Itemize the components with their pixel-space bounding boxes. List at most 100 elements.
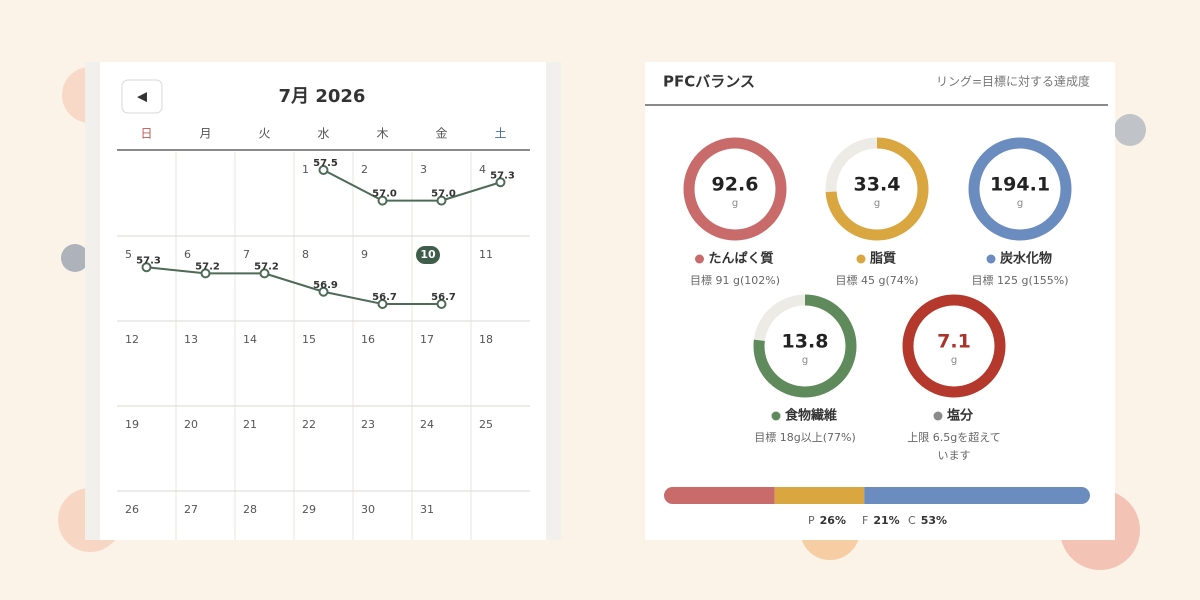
legend-dot — [771, 411, 781, 421]
ring-unit: g — [1017, 198, 1023, 209]
ring-target-text: 目標 45 g(74%) — [835, 274, 919, 287]
prev-button-label[interactable]: ◀ — [137, 90, 147, 105]
weight-point — [318, 165, 329, 175]
day-number: 3 — [420, 163, 427, 176]
ring-target-text: 目標 125 g(155%) — [971, 274, 1069, 287]
balance-key: C — [908, 514, 916, 527]
ring-arc — [825, 137, 929, 241]
weekday-label: 木 — [376, 127, 388, 141]
legend-dot — [933, 411, 943, 421]
day-number: 16 — [361, 333, 375, 346]
ring-value: 13.8 — [782, 331, 829, 353]
ring-value: 194.1 — [990, 174, 1050, 196]
day-number: 30 — [361, 503, 375, 516]
today-highlight — [416, 246, 440, 264]
day-number: 5 — [125, 248, 132, 261]
legend-dot — [986, 254, 996, 264]
weight-label: 57.3 — [136, 255, 161, 266]
ring-target: 目標 45 g(74%) — [835, 274, 919, 287]
weight-label: 57.0 — [372, 189, 397, 200]
weekday-label: 火 — [258, 127, 270, 141]
ring-name: たんぱく質 — [708, 251, 773, 267]
weekday-label: 日 — [140, 127, 152, 141]
day-number: 14 — [243, 333, 257, 346]
day-number: 23 — [361, 418, 375, 431]
weight-point — [436, 299, 447, 309]
ring-value: 33.4 — [854, 174, 901, 196]
weight-line — [441, 181, 501, 202]
balance-segment — [864, 487, 1090, 504]
day-number: 21 — [243, 418, 257, 431]
weight-point — [141, 262, 152, 273]
decoration — [1114, 114, 1146, 146]
weekday-label: 土 — [494, 127, 506, 141]
day-number: 31 — [420, 503, 434, 516]
weekday-label: 水 — [317, 127, 329, 141]
balance-value: 53% — [921, 514, 947, 527]
day-number: 17 — [420, 333, 434, 346]
day-number: 11 — [479, 248, 493, 261]
weight-point — [377, 195, 388, 206]
balance-value: 26% — [820, 514, 846, 527]
weight-point — [200, 268, 211, 279]
day-number: 7 — [243, 248, 250, 261]
ring-unit: g — [951, 355, 957, 366]
balance-key: F — [862, 514, 868, 527]
day-number: 10 — [420, 248, 436, 261]
ring-unit: g — [732, 198, 738, 209]
day-number: 22 — [302, 418, 316, 431]
weight-label: 56.7 — [372, 292, 397, 303]
balance-segment — [774, 487, 865, 504]
weekday-label: 金 — [435, 127, 447, 141]
legend-dot — [694, 254, 704, 264]
weight-line — [323, 290, 383, 305]
card-edge — [546, 62, 561, 540]
ring-target: 目標 18g以上(77%) — [754, 431, 856, 444]
pfc-title: PFCバランス — [663, 73, 755, 91]
ring-target-text: 目標 91 g(102%) — [689, 274, 780, 287]
ring-target: 上限 6.5gを超えています — [907, 431, 1001, 462]
weight-point — [436, 195, 447, 206]
ring-name: 炭水化物 — [1000, 251, 1052, 267]
day-number: 18 — [479, 333, 493, 346]
day-number: 24 — [420, 418, 434, 431]
prev-button[interactable] — [121, 79, 163, 114]
calendar-title: 7月 2026 — [279, 86, 366, 107]
ring-arc — [902, 294, 1006, 398]
ring-unit: g — [802, 355, 808, 366]
balance-key: P — [808, 514, 815, 527]
ring-unit: g — [874, 198, 880, 209]
ring-arc — [683, 137, 787, 241]
ring-arc — [968, 137, 1072, 241]
balance-value: 21% — [873, 514, 899, 527]
pfc-note: リング=目標に対する達成度 — [936, 75, 1090, 89]
day-number: 15 — [302, 333, 316, 346]
ring-name: 脂質 — [869, 251, 896, 267]
day-number: 26 — [125, 503, 139, 516]
weight-point — [495, 177, 506, 188]
day-number: 27 — [184, 503, 198, 516]
weight-point — [377, 299, 388, 309]
weight-point — [259, 268, 270, 279]
day-number: 29 — [302, 503, 316, 516]
day-number: 8 — [302, 248, 309, 261]
balance-segment — [664, 487, 775, 504]
weight-point — [318, 286, 329, 297]
day-number: 20 — [184, 418, 198, 431]
day-number: 9 — [361, 248, 368, 261]
day-number: 19 — [125, 418, 139, 431]
day-number: 12 — [125, 333, 139, 346]
weight-label: 57.2 — [195, 261, 220, 272]
day-number: 13 — [184, 333, 198, 346]
ring-target-text: 上限 6.5gを超えています — [907, 431, 1001, 462]
day-number: 4 — [479, 163, 486, 176]
weight-label: 56.7 — [431, 292, 456, 303]
ring-name: 食物繊維 — [785, 408, 837, 424]
ring-target-text: 目標 18g以上(77%) — [754, 431, 856, 444]
weekday-label: 月 — [199, 127, 211, 141]
day-number: 28 — [243, 503, 257, 516]
weight-label: 57.3 — [490, 170, 515, 181]
card-edge — [85, 62, 100, 540]
weight-label: 57.2 — [254, 261, 279, 272]
ring-value: 7.1 — [937, 331, 971, 353]
